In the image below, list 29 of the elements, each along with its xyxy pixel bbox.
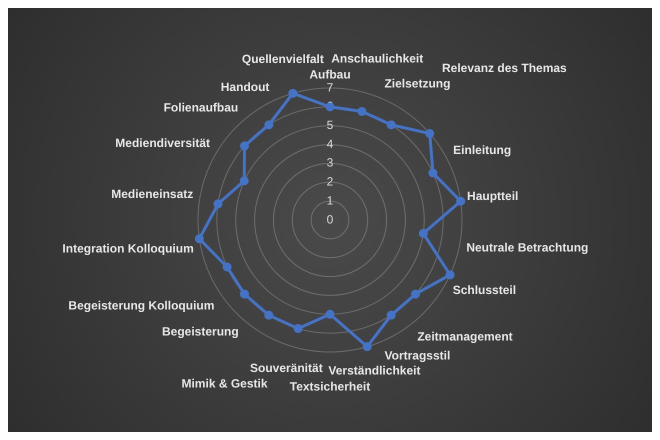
spoke-label: Mediendiversität (115, 136, 210, 150)
y-tick-label: 5 (326, 118, 334, 132)
spoke-label: Vortragsstil (384, 348, 450, 362)
spoke-label: Zielsetzung (384, 76, 450, 90)
spoke-label: Relevanz des Themas (442, 61, 568, 76)
spoke-label: Aufbau (309, 67, 351, 82)
spoke-label: Neutrale Betrachtung (466, 240, 588, 255)
y-tick-label: 0 (326, 212, 334, 226)
y-tick-label: 7 (326, 80, 334, 94)
spoke-label: Begeisterung (162, 324, 239, 339)
spoke-label: Begeisterung Kolloquium (68, 298, 214, 312)
spoke-label: Schlussteil (452, 282, 516, 297)
spoke-label: Hauptteil (467, 188, 518, 203)
spoke-label: Mimik & Gestik (181, 376, 268, 390)
spoke-label: Verständlichkeit (328, 364, 420, 378)
spoke-label: Quellenvielfalt (242, 52, 324, 66)
spoke-label: Integration Kolloquium (62, 241, 194, 256)
y-tick-label: 3 (326, 156, 334, 170)
spoke-label: Textsicherheit (290, 379, 370, 394)
spoke-label: Souveränität (250, 360, 323, 375)
spoke-label: Folienaufbau (164, 100, 238, 114)
spoke-label: Handout (220, 80, 270, 94)
y-tick-label: 2 (326, 174, 334, 189)
y-tick-label: 4 (326, 136, 334, 151)
spoke-label: Einleitung (453, 142, 512, 157)
spoke-label: Anschaulichkeit (331, 51, 424, 66)
spoke-label: Zeitmanagement (417, 329, 513, 344)
spoke-label: Medieneinsatz (111, 186, 194, 201)
y-tick-label: 1 (326, 193, 334, 208)
